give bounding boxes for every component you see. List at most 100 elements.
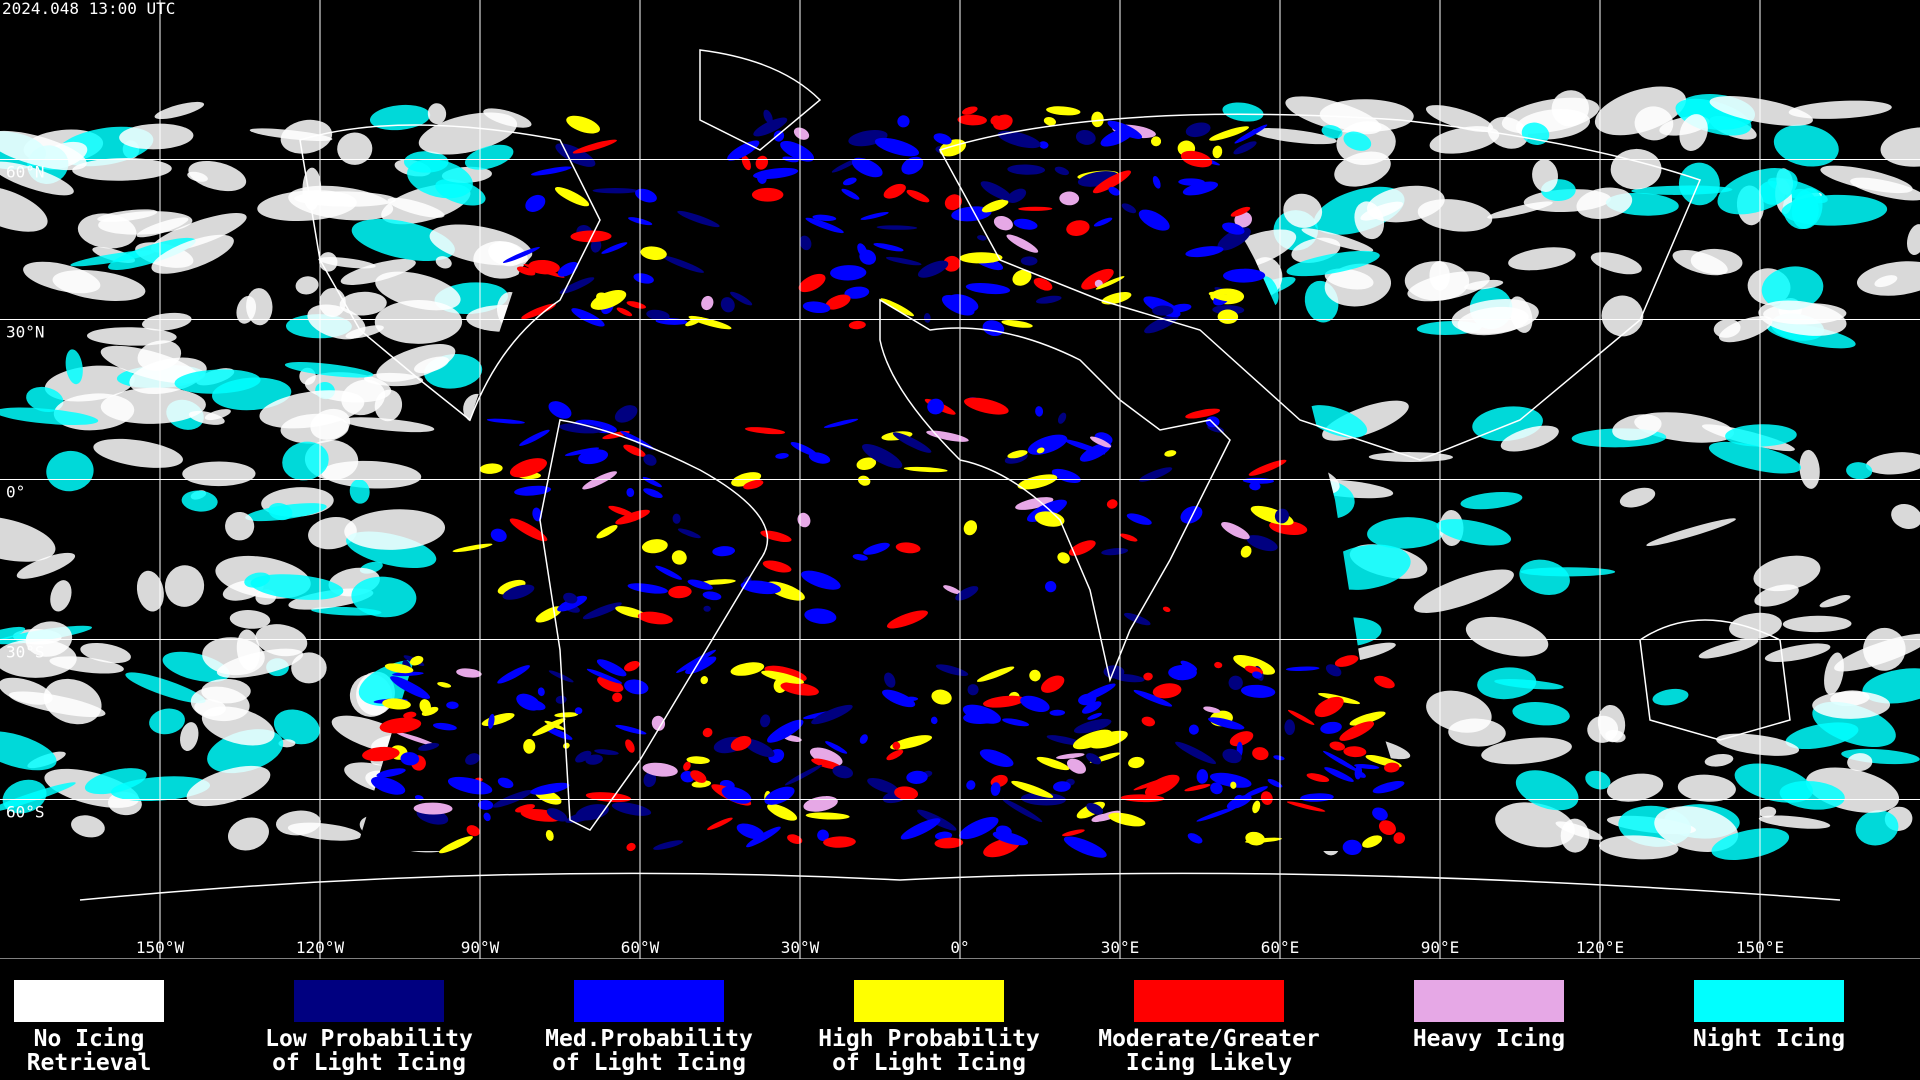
icing-patch (767, 803, 798, 821)
icing-patch (1209, 772, 1252, 788)
icing-patch (409, 655, 424, 666)
cloud-patch (1360, 201, 1404, 221)
longitude-label: 150°W (136, 938, 185, 957)
icing-patch (980, 181, 1013, 201)
cloud-patch (154, 101, 205, 120)
icing-patch (525, 194, 546, 212)
cloud-patch (0, 407, 99, 426)
cloud-patch (1619, 487, 1656, 508)
icing-patch (528, 259, 560, 275)
icing-patch (990, 115, 1002, 125)
icing-patch (456, 668, 482, 678)
icing-patch (1349, 711, 1386, 726)
longitude-label: 30°W (781, 938, 820, 957)
icing-patch (616, 307, 633, 317)
cloud-patch (387, 197, 445, 218)
cloud-patch (1819, 594, 1851, 608)
cloud-patch (80, 642, 131, 664)
cloud-patch (435, 256, 452, 269)
icing-patch (1057, 412, 1067, 424)
icing-patch (832, 765, 854, 779)
icing-patch (1001, 320, 1033, 328)
cloud-patch (46, 450, 94, 492)
icing-patch (1018, 206, 1053, 211)
icing-patch (497, 665, 530, 684)
icing-patch (962, 704, 1001, 724)
icing-patch (1046, 106, 1081, 116)
icing-patch (852, 554, 868, 561)
icing-patch (592, 188, 639, 194)
icing-patch (1162, 606, 1171, 613)
cloud-patch (26, 386, 64, 413)
icing-patch (863, 542, 890, 555)
cloud-patch (1820, 165, 1913, 194)
icing-patch (1063, 439, 1106, 455)
icing-patch (1252, 800, 1261, 814)
icing-patch (1339, 721, 1375, 741)
icing-patch (611, 802, 652, 816)
icing-patch (643, 488, 663, 499)
icing-patch (1007, 450, 1028, 459)
legend-label: Heavy Icing (1413, 1026, 1565, 1052)
icing-patch (1233, 654, 1276, 675)
icing-patch (1138, 209, 1170, 231)
icing-patch (532, 718, 566, 737)
cloud-patch (164, 565, 205, 607)
coastline-antarctica (79, 872, 1841, 901)
cloud-patch (1321, 124, 1343, 139)
icing-patch (1343, 746, 1367, 758)
cloud-patch (1704, 753, 1734, 767)
cloud-patch (227, 817, 269, 851)
cloud-layer (0, 86, 1920, 861)
legend-label: Retrieval (27, 1050, 152, 1076)
legend-swatch (1134, 980, 1284, 1022)
icing-patch (844, 286, 870, 299)
icing-patch (1020, 256, 1038, 266)
icing-patch (712, 546, 736, 557)
icing-patch (856, 457, 877, 471)
legend-swatch (574, 980, 724, 1022)
cloud-patch (0, 516, 56, 562)
cloud-patch (16, 552, 76, 579)
icing-patch (662, 255, 704, 273)
icing-patch (702, 591, 722, 601)
icing-patch (1046, 735, 1083, 746)
cloud-patch (1465, 616, 1549, 657)
icing-patch (934, 837, 964, 849)
cloud-patch (225, 511, 255, 541)
icing-patch (964, 397, 1009, 415)
icing-patch (858, 475, 871, 486)
icing-patch (1248, 459, 1287, 476)
icing-patch (1133, 689, 1173, 707)
cloud-patch (1448, 718, 1506, 747)
icing-patch (379, 717, 422, 734)
icing-patch (923, 313, 931, 323)
icing-patch (817, 829, 829, 842)
cloud-patch (249, 128, 333, 141)
cloud-patch (351, 576, 417, 618)
icing-patch (943, 585, 961, 595)
cloud-patch (291, 652, 327, 684)
icing-patch (1185, 122, 1211, 138)
icing-patch (825, 294, 851, 310)
cloud-patch (204, 409, 231, 421)
icing-patch (995, 825, 1012, 837)
icing-patch (1228, 675, 1243, 690)
cloud-patch (190, 686, 250, 722)
icing-patch (1108, 186, 1120, 196)
icing-patch (447, 776, 493, 795)
icing-patch (566, 115, 600, 134)
icing-patch (885, 256, 922, 266)
icing-patch (1196, 769, 1209, 784)
cloud-patch (1906, 224, 1920, 255)
icing-patch (882, 689, 916, 708)
icing-patch (802, 301, 831, 314)
icing-patch (1184, 784, 1211, 792)
icing-patch (1362, 835, 1383, 848)
cloud-patch (0, 677, 53, 705)
icing-patch (804, 608, 837, 624)
icing-patch (933, 133, 952, 145)
cloud-patch (344, 509, 446, 550)
icing-patch (571, 308, 605, 327)
icing-patch (641, 539, 668, 554)
